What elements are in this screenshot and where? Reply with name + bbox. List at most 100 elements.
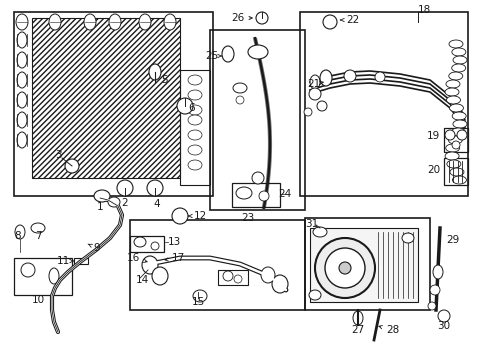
- Ellipse shape: [446, 96, 460, 104]
- Ellipse shape: [445, 80, 459, 88]
- Circle shape: [325, 248, 364, 288]
- Circle shape: [314, 238, 374, 298]
- Text: 18: 18: [417, 5, 430, 15]
- Ellipse shape: [448, 72, 462, 80]
- Ellipse shape: [142, 256, 158, 274]
- Ellipse shape: [163, 14, 176, 30]
- Ellipse shape: [187, 75, 202, 85]
- Bar: [231, 183, 280, 207]
- Text: 7: 7: [35, 231, 41, 241]
- Ellipse shape: [222, 46, 234, 62]
- Ellipse shape: [261, 267, 274, 283]
- Text: 31: 31: [305, 219, 318, 229]
- Ellipse shape: [256, 12, 267, 24]
- Text: 9: 9: [88, 243, 100, 253]
- Text: 17: 17: [164, 253, 185, 263]
- Ellipse shape: [444, 152, 458, 160]
- Ellipse shape: [374, 72, 384, 82]
- Text: 11: 11: [57, 256, 73, 266]
- Ellipse shape: [444, 88, 458, 96]
- Ellipse shape: [139, 14, 151, 30]
- Text: 25: 25: [204, 51, 221, 61]
- Text: 13: 13: [168, 237, 181, 247]
- Ellipse shape: [223, 271, 232, 281]
- Ellipse shape: [451, 112, 465, 120]
- Text: 14: 14: [136, 275, 149, 285]
- Ellipse shape: [187, 130, 202, 140]
- Bar: [443, 128, 467, 152]
- Ellipse shape: [134, 237, 146, 247]
- Ellipse shape: [308, 88, 320, 100]
- Text: 10: 10: [31, 295, 44, 305]
- Ellipse shape: [451, 48, 465, 56]
- Text: 26: 26: [230, 13, 252, 23]
- Ellipse shape: [187, 145, 202, 155]
- Ellipse shape: [352, 311, 362, 325]
- Text: 28: 28: [378, 325, 398, 335]
- Ellipse shape: [450, 128, 465, 136]
- Circle shape: [437, 310, 449, 322]
- Text: 15: 15: [191, 297, 204, 307]
- Bar: [14, 258, 72, 295]
- Ellipse shape: [343, 70, 355, 82]
- Text: 1: 1: [97, 202, 103, 212]
- Text: 21: 21: [306, 79, 323, 89]
- Bar: [209, 30, 305, 210]
- Ellipse shape: [271, 275, 287, 293]
- Ellipse shape: [444, 130, 454, 140]
- Text: 4: 4: [153, 199, 160, 209]
- Ellipse shape: [236, 96, 244, 104]
- Ellipse shape: [65, 159, 79, 173]
- Ellipse shape: [187, 160, 202, 170]
- Ellipse shape: [448, 104, 463, 112]
- Ellipse shape: [149, 64, 161, 80]
- Text: 6: 6: [188, 103, 195, 113]
- Ellipse shape: [108, 197, 120, 207]
- Ellipse shape: [49, 268, 59, 284]
- Ellipse shape: [147, 180, 163, 196]
- Ellipse shape: [17, 132, 27, 148]
- Ellipse shape: [449, 168, 463, 176]
- Bar: [130, 220, 305, 310]
- Ellipse shape: [451, 141, 459, 149]
- Ellipse shape: [84, 14, 96, 30]
- Text: 19: 19: [426, 131, 439, 141]
- Ellipse shape: [309, 75, 319, 89]
- Bar: [218, 270, 247, 285]
- Ellipse shape: [451, 64, 465, 72]
- Ellipse shape: [15, 225, 25, 239]
- Ellipse shape: [151, 242, 159, 250]
- Text: 8: 8: [14, 231, 20, 241]
- Ellipse shape: [177, 98, 193, 114]
- Ellipse shape: [17, 92, 27, 108]
- Ellipse shape: [193, 290, 206, 302]
- Text: 2: 2: [122, 198, 128, 208]
- Bar: [443, 158, 467, 185]
- Ellipse shape: [232, 83, 246, 93]
- Ellipse shape: [152, 267, 168, 285]
- Ellipse shape: [247, 45, 267, 59]
- Text: 5: 5: [162, 75, 168, 85]
- Bar: [299, 12, 467, 196]
- Bar: [32, 18, 180, 178]
- Bar: [14, 12, 213, 196]
- Ellipse shape: [234, 275, 242, 283]
- Ellipse shape: [31, 223, 45, 233]
- Ellipse shape: [17, 52, 27, 68]
- Ellipse shape: [312, 227, 326, 237]
- Ellipse shape: [448, 40, 462, 48]
- Ellipse shape: [109, 14, 121, 30]
- Text: 24: 24: [278, 189, 291, 199]
- Text: 27: 27: [351, 325, 364, 335]
- Bar: [130, 236, 163, 252]
- Bar: [309, 228, 417, 302]
- Ellipse shape: [251, 172, 264, 184]
- Ellipse shape: [187, 115, 202, 125]
- Text: 30: 30: [437, 321, 449, 331]
- Ellipse shape: [16, 14, 28, 30]
- Ellipse shape: [17, 32, 27, 48]
- Ellipse shape: [17, 72, 27, 88]
- Ellipse shape: [432, 265, 442, 279]
- Ellipse shape: [236, 187, 251, 199]
- Ellipse shape: [259, 191, 268, 201]
